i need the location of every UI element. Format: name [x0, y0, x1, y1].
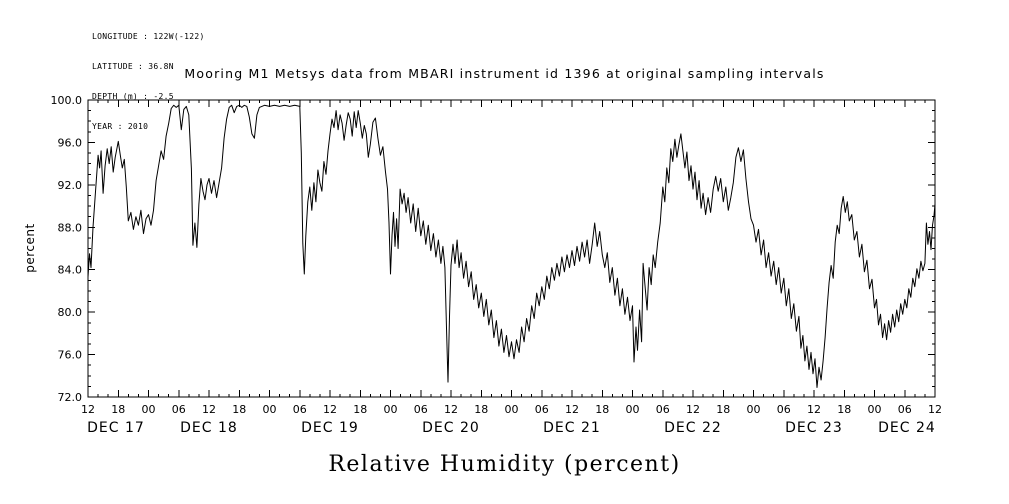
x-tick-label: 18	[353, 403, 367, 416]
y-tick-label: 80.0	[58, 306, 83, 319]
x-date-label: DEC 22	[664, 420, 722, 436]
x-tick-label: 18	[716, 403, 730, 416]
x-tick-label: 12	[323, 403, 337, 416]
x-tick-label: 06	[414, 403, 428, 416]
y-tick-label: 72.0	[58, 391, 83, 404]
chart-title: Mooring M1 Metsys data from MBARI instru…	[184, 66, 825, 81]
y-tick-label: 100.0	[51, 94, 83, 107]
x-tick-label: 06	[777, 403, 791, 416]
x-tick-label: 00	[868, 403, 882, 416]
x-date-label: DEC 20	[422, 420, 480, 436]
x-tick-label: 00	[142, 403, 156, 416]
x-tick-label: 06	[172, 403, 186, 416]
x-tick-label: 12	[202, 403, 216, 416]
y-tick-label: 88.0	[58, 221, 83, 234]
x-date-label: DEC 24	[878, 420, 936, 436]
x-tick-label: 18	[111, 403, 125, 416]
meta-depth: DEPTH (m) : -2.5	[92, 92, 174, 101]
x-tick-label: 00	[626, 403, 640, 416]
x-tick-label: 06	[656, 403, 670, 416]
x-date-label: DEC 19	[301, 420, 359, 436]
x-tick-label: 12	[807, 403, 821, 416]
y-tick-label: 84.0	[58, 264, 83, 277]
x-tick-label: 00	[263, 403, 277, 416]
meta-year: YEAR : 2010	[92, 122, 149, 131]
x-tick-label: 12	[81, 403, 95, 416]
x-tick-label: 00	[747, 403, 761, 416]
x-tick-label: 00	[505, 403, 519, 416]
x-tick-label: 12	[928, 403, 942, 416]
x-tick-label: 12	[444, 403, 458, 416]
x-date-label: DEC 23	[785, 420, 843, 436]
x-axis-caption: Relative Humidity (percent)	[328, 452, 681, 477]
x-tick-label: 18	[837, 403, 851, 416]
x-date-label: DEC 17	[87, 420, 145, 436]
x-date-label: DEC 18	[180, 420, 238, 436]
meta-longitude: LONGITUDE : 122W(-122)	[92, 32, 205, 41]
x-tick-label: 06	[535, 403, 549, 416]
x-tick-label: 18	[595, 403, 609, 416]
y-tick-label: 92.0	[58, 179, 83, 192]
x-tick-label: 18	[474, 403, 488, 416]
x-tick-label: 18	[232, 403, 246, 416]
x-tick-label: 12	[565, 403, 579, 416]
station-metadata: LONGITUDE : 122W(-122) LATITUDE : 36.8N …	[92, 12, 205, 152]
x-tick-label: 06	[293, 403, 307, 416]
humidity-series-line	[87, 104, 936, 388]
meta-latitude: LATITUDE : 36.8N	[92, 62, 174, 71]
x-tick-label: 00	[384, 403, 398, 416]
y-tick-label: 96.0	[58, 136, 83, 149]
y-tick-label: 76.0	[58, 349, 83, 362]
x-date-label: DEC 21	[543, 420, 601, 436]
x-tick-label: 06	[898, 403, 912, 416]
x-tick-label: 12	[686, 403, 700, 416]
